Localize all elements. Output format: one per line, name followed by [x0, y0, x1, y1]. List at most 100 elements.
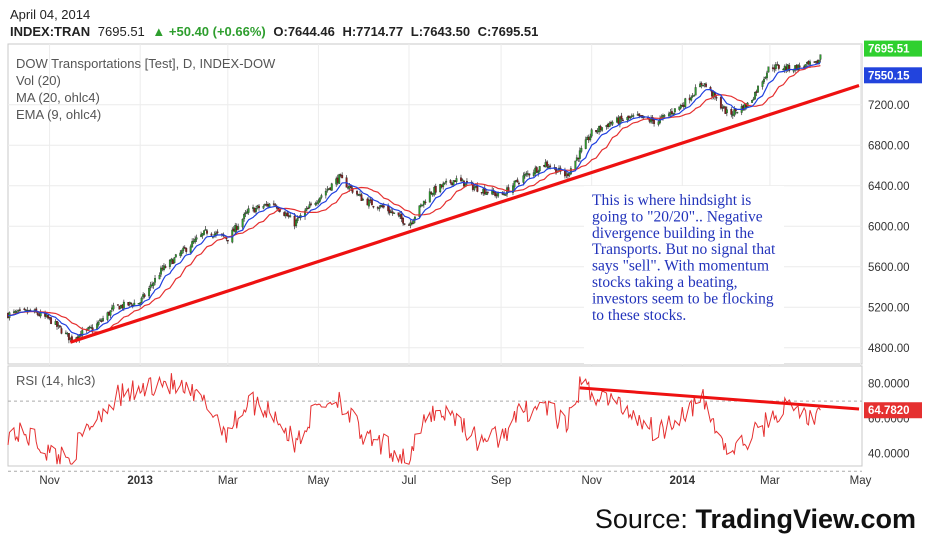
candle-body [272, 203, 275, 205]
candle-body [512, 185, 514, 193]
candle-body [356, 191, 358, 195]
candle-body [608, 123, 611, 128]
candle-body [672, 112, 675, 115]
ma-line [7, 65, 821, 333]
candle-body [809, 61, 811, 65]
candle-body [528, 173, 531, 176]
candle-body [776, 64, 779, 66]
candle-body [397, 212, 400, 216]
price-tick-label: 6400.00 [868, 181, 910, 193]
candle-body [719, 96, 722, 109]
candle-body [81, 330, 84, 336]
candle-body [679, 104, 682, 109]
time-tick-label: Jul [402, 475, 417, 487]
candle-body [715, 97, 718, 99]
candle-body [659, 118, 661, 123]
candle-body [382, 205, 385, 208]
price-tick-label: 5600.00 [868, 262, 910, 274]
candle-body [314, 203, 317, 205]
price-tick-label: 6000.00 [868, 221, 910, 233]
candle-body [590, 129, 593, 137]
candle-body [653, 119, 656, 124]
candle-body [765, 72, 768, 79]
candle-body [362, 199, 364, 201]
candle-body [461, 179, 464, 182]
candle-body [601, 127, 604, 131]
candle-body [757, 85, 759, 93]
candle-body [513, 180, 516, 188]
candle-body [247, 208, 250, 213]
candle-body [532, 172, 535, 176]
candle-body [516, 179, 519, 183]
candle-body [255, 208, 257, 212]
candle-body [295, 219, 298, 227]
annotation-box [584, 186, 784, 364]
price-label-box [864, 67, 922, 84]
candle-body [418, 205, 421, 217]
candle-body [819, 54, 822, 60]
candle-body [195, 237, 198, 240]
candle-body [122, 301, 125, 309]
candle-body [421, 204, 424, 206]
candle-body [23, 308, 26, 310]
candle-body [214, 232, 217, 235]
candle-body [754, 91, 757, 100]
annotation-text: This is where hindsight is going to "20/2… [592, 192, 776, 324]
candle-body [752, 98, 755, 101]
legend-ma: MA (20, ohlc4) [16, 90, 100, 105]
candle-body [326, 189, 329, 191]
candle-body [194, 238, 197, 243]
candle-body [725, 109, 728, 114]
rsi-lines [7, 373, 860, 465]
candle-body [538, 166, 541, 172]
candle-body [702, 84, 705, 87]
candle-body [106, 312, 109, 320]
candle-body [549, 165, 552, 168]
candle-body [67, 333, 70, 341]
candle-body [391, 211, 394, 214]
candle-body [621, 119, 624, 122]
candle-body [402, 218, 405, 224]
candle-body [393, 212, 396, 214]
candle-body [452, 180, 455, 186]
candle-body [350, 185, 353, 188]
candle-body [370, 199, 373, 206]
open-value: O:7644.46 [273, 24, 335, 39]
candle-body [736, 111, 739, 114]
price-tick-label: 7200.00 [868, 100, 910, 112]
candle-body [663, 115, 666, 117]
last-price: 7695.51 [97, 24, 145, 39]
candle-body [700, 83, 703, 86]
candle-body [262, 206, 265, 209]
candle-body [18, 309, 21, 311]
candle-body [168, 259, 171, 267]
candle-body [430, 192, 433, 195]
candle-body [673, 108, 676, 113]
candle-body [50, 317, 53, 324]
candle-body [693, 95, 696, 97]
legend-ema: EMA (9, ohlc4) [16, 107, 101, 122]
candle-body [237, 226, 240, 230]
candle-body [388, 209, 391, 214]
candle-body [47, 315, 50, 319]
price-chart: 4800.00 5200.00 5600.00 6000.00 6400.00 6800.… [7, 40, 922, 487]
candle-body [535, 167, 538, 173]
candle-body [367, 199, 370, 207]
candle-body [308, 204, 311, 208]
candle-body [56, 321, 58, 327]
candle-body [191, 241, 194, 248]
candle-body [112, 305, 115, 310]
candle-body [428, 191, 431, 203]
candle-body [173, 257, 176, 264]
source-prefix: Source: [594, 504, 696, 534]
candle-body [777, 65, 780, 69]
candle-body [460, 177, 462, 181]
candle-body [788, 65, 791, 71]
candle-body [733, 109, 736, 116]
candle-body [310, 203, 312, 205]
candle-body [589, 136, 592, 141]
legend-title: DOW Transportations [Test], D, INDEX-DOW [16, 56, 276, 71]
candle-body [318, 197, 321, 202]
time-tick-label: 2013 [127, 475, 153, 487]
